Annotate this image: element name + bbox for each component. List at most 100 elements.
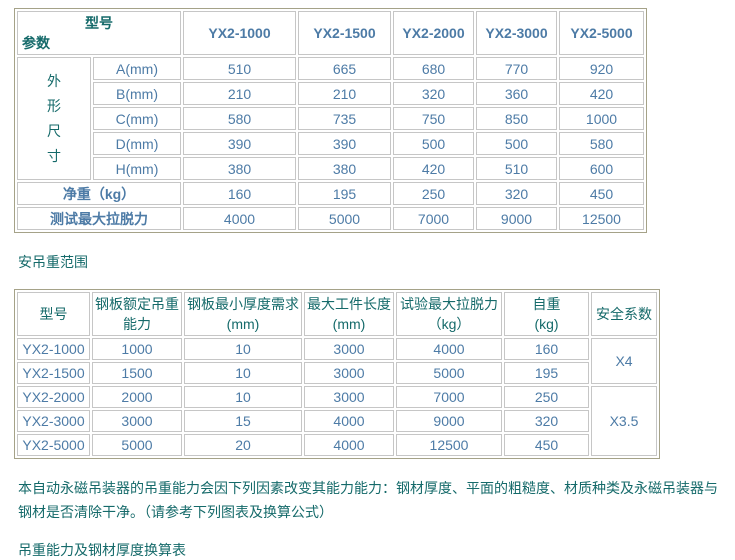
cell-value: 450 [559, 182, 644, 205]
cell-value: 3000 [92, 410, 182, 432]
cell-value: 250 [393, 182, 474, 205]
cell-value: 580 [183, 107, 296, 130]
cell-value: 320 [504, 410, 589, 432]
max-pull-row: 测试最大拉脱力 4000 5000 7000 9000 12500 [17, 207, 644, 230]
cell-value: 12500 [396, 434, 502, 456]
cell-value: 500 [393, 132, 474, 155]
cell-value: 210 [183, 82, 296, 105]
cell-value: 20 [184, 434, 302, 456]
model-header: YX2-2000 [393, 11, 474, 55]
cell-value: 9000 [476, 207, 557, 230]
cell-value: 7000 [393, 207, 474, 230]
cell-value: 850 [476, 107, 557, 130]
cell-value: 195 [504, 362, 589, 384]
cell-value: 5000 [92, 434, 182, 456]
dimension-group-cell: 外形尺寸 [17, 57, 91, 180]
cell-value: 380 [298, 157, 391, 180]
cell-value: 12500 [559, 207, 644, 230]
cell-value: 680 [393, 57, 474, 80]
cell-value: 160 [504, 338, 589, 360]
spec-table: 型号 参数 YX2-1000 YX2-1500 YX2-2000 YX2-300… [14, 8, 647, 233]
param-label: A(mm) [93, 57, 181, 80]
model-cell: YX2-1500 [17, 362, 90, 384]
cell-value: 1500 [92, 362, 182, 384]
cell-value: 10 [184, 362, 302, 384]
model-cell: YX2-5000 [17, 434, 90, 456]
lift-range-table: 型号 钢板额定吊重 能力 钢板最小厚度需求 (mm) 最大工件长度 (mm) 试… [14, 289, 660, 459]
model-header: YX2-3000 [476, 11, 557, 55]
lift-range-header-row: 型号 钢板额定吊重 能力 钢板最小厚度需求 (mm) 最大工件长度 (mm) 试… [17, 292, 657, 336]
header-max-length: 最大工件长度 (mm) [304, 292, 394, 336]
cell-value: 7000 [396, 386, 502, 408]
cell-value: 3000 [304, 362, 394, 384]
cell-value: 195 [298, 182, 391, 205]
lift-row: YX2-2000 2000 10 3000 7000 250 X3.5 [17, 386, 657, 456]
dim-row-b: B(mm) 210 210 320 360 420 [17, 82, 644, 105]
cell-value: 500 [476, 132, 557, 155]
cell-value: 510 [183, 57, 296, 80]
safety-factor-x4: X4 [591, 338, 657, 384]
cell-value: 360 [476, 82, 557, 105]
cell-value: 420 [559, 82, 644, 105]
cell-value: 1000 [92, 338, 182, 360]
param-label: D(mm) [93, 132, 181, 155]
dim-row-c: C(mm) 580 735 750 850 1000 [17, 107, 644, 130]
dimension-group-label: 外形尺寸 [47, 72, 61, 164]
lift-row: YX2-1000 1000 10 3000 4000 160 X4 [17, 338, 657, 384]
model-header: YX2-5000 [559, 11, 644, 55]
header-test-pull: 试验最大拉脱力 （kg） [396, 292, 502, 336]
lift-row: YX2-3000 3000 15 4000 9000 320 [17, 410, 657, 432]
cell-value: 10 [184, 338, 302, 360]
model-cell: YX2-3000 [17, 410, 90, 432]
lift-row: YX2-1500 1500 10 3000 5000 195 [17, 362, 657, 384]
dim-row-d: D(mm) 390 390 500 500 580 [17, 132, 644, 155]
cell-value: 10 [184, 386, 302, 408]
header-model: 型号 [17, 292, 90, 336]
corner-label-param: 参数 [22, 35, 50, 51]
max-pull-label: 测试最大拉脱力 [17, 207, 181, 230]
spec-header-row: 型号 参数 YX2-1000 YX2-1500 YX2-2000 YX2-300… [17, 11, 644, 55]
cell-value: 160 [183, 182, 296, 205]
cell-value: 580 [559, 132, 644, 155]
capacity-note: 本自动永磁吊装器的吊重能力会因下列因素改变其能力能力：钢材厚度、平面的粗糙度、材… [18, 480, 718, 520]
cell-value: 320 [476, 182, 557, 205]
cell-value: 2000 [92, 386, 182, 408]
param-label: B(mm) [93, 82, 181, 105]
cell-value: 250 [504, 386, 589, 408]
model-header: YX2-1500 [298, 11, 391, 55]
param-label: C(mm) [93, 107, 181, 130]
cell-value: 210 [298, 82, 391, 105]
cell-value: 15 [184, 410, 302, 432]
conversion-table-title: 吊重能力及钢材厚度换算表 [18, 542, 186, 558]
cell-value: 5000 [298, 207, 391, 230]
cell-value: 4000 [304, 410, 394, 432]
model-header: YX2-1000 [183, 11, 296, 55]
dim-row-h: H(mm) 380 380 420 510 600 [17, 157, 644, 180]
cell-value: 600 [559, 157, 644, 180]
net-weight-label: 净重（kg） [17, 182, 181, 205]
cell-value: 3000 [304, 386, 394, 408]
cell-value: 390 [183, 132, 296, 155]
header-rated-capacity: 钢板额定吊重 能力 [92, 292, 182, 336]
cell-value: 390 [298, 132, 391, 155]
cell-value: 1000 [559, 107, 644, 130]
cell-value: 770 [476, 57, 557, 80]
cell-value: 665 [298, 57, 391, 80]
net-weight-row: 净重（kg） 160 195 250 320 450 [17, 182, 644, 205]
cell-value: 450 [504, 434, 589, 456]
model-cell: YX2-1000 [17, 338, 90, 360]
cell-value: 5000 [396, 362, 502, 384]
header-safety-factor: 安全系数 [591, 292, 657, 336]
corner-cell: 型号 参数 [17, 11, 181, 55]
dim-row-a: 外形尺寸 A(mm) 510 665 680 770 920 [17, 57, 644, 180]
cell-value: 4000 [396, 338, 502, 360]
cell-value: 320 [393, 82, 474, 105]
section-title-lift-range: 安吊重范围 [18, 254, 88, 270]
lift-row: YX2-5000 5000 20 4000 12500 450 [17, 434, 657, 456]
cell-value: 420 [393, 157, 474, 180]
header-self-weight: 自重 (kg) [504, 292, 589, 336]
cell-value: 4000 [304, 434, 394, 456]
param-label: H(mm) [93, 157, 181, 180]
cell-value: 3000 [304, 338, 394, 360]
cell-value: 920 [559, 57, 644, 80]
